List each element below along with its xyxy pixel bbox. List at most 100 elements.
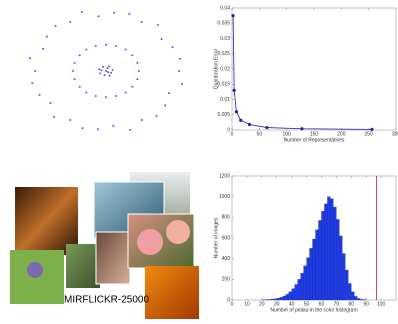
x-tick-label: 50 — [257, 131, 263, 137]
x-tick-label: 20 — [259, 301, 265, 307]
point — [104, 74, 106, 76]
bar — [280, 297, 283, 300]
collage-caption: MIRFLICKR-25000 — [64, 295, 149, 306]
bar — [348, 283, 351, 300]
point — [155, 115, 157, 117]
bar — [330, 199, 333, 300]
y-tick-label: 0.03 — [220, 36, 230, 42]
marker — [239, 119, 242, 122]
marker — [300, 127, 303, 130]
bar — [342, 254, 345, 301]
point — [108, 65, 110, 67]
bar — [298, 279, 301, 300]
point — [79, 54, 81, 56]
y-tick-label: 0 — [227, 127, 230, 133]
point — [72, 70, 74, 72]
point — [31, 82, 33, 84]
point — [157, 24, 159, 26]
bar — [327, 197, 330, 300]
point — [95, 45, 97, 47]
point — [131, 86, 133, 88]
photo — [96, 232, 130, 284]
point — [128, 13, 130, 15]
marker — [248, 123, 251, 126]
point — [113, 12, 115, 14]
bar — [277, 298, 280, 300]
point — [129, 129, 131, 131]
bar — [274, 299, 277, 300]
point — [141, 21, 143, 23]
bar — [289, 292, 292, 300]
bar — [324, 204, 327, 300]
bar — [315, 230, 318, 300]
point — [53, 116, 55, 118]
y-axis-label: Quantization Error — [213, 48, 219, 89]
line — [233, 16, 372, 130]
x-axis-label: Number of Representatives — [284, 137, 345, 143]
point — [85, 92, 87, 94]
bar — [283, 296, 286, 300]
bar — [351, 292, 354, 300]
bar — [354, 296, 357, 300]
bar — [310, 248, 313, 300]
point — [82, 127, 84, 129]
x-axis-label: Number of peaks in the color histogram — [270, 307, 357, 313]
bar — [304, 266, 307, 300]
bar — [271, 299, 274, 300]
bar — [318, 220, 321, 300]
point — [79, 86, 81, 88]
x-tick-label: 0 — [231, 131, 234, 137]
point — [39, 94, 41, 96]
photo — [66, 244, 100, 288]
bar — [345, 270, 348, 300]
point — [179, 58, 181, 60]
point — [74, 62, 76, 64]
y-tick-label: 0.005 — [217, 112, 230, 118]
bar — [336, 219, 339, 300]
point — [105, 44, 107, 46]
y-tick-label: 0.01 — [220, 97, 230, 103]
point — [181, 83, 183, 85]
point — [161, 38, 163, 40]
point — [112, 125, 114, 127]
point — [136, 78, 138, 80]
y-tick-label: 600 — [222, 235, 231, 241]
point — [99, 72, 101, 74]
y-tick-label: 0.015 — [217, 82, 230, 88]
point — [85, 48, 87, 50]
point — [164, 104, 166, 106]
y-tick-label: 0.04 — [220, 5, 230, 11]
point — [131, 54, 133, 56]
point — [55, 25, 57, 27]
marker — [233, 89, 236, 92]
point — [141, 119, 143, 121]
flower — [137, 229, 163, 255]
point — [110, 72, 112, 74]
x-tick-label: 300 — [392, 131, 398, 137]
bar — [357, 298, 360, 300]
point — [74, 78, 76, 80]
bar — [295, 285, 298, 301]
point — [109, 75, 111, 77]
marker — [231, 14, 234, 17]
bar — [339, 236, 342, 300]
x-tick-label: 100 — [377, 301, 386, 307]
bar — [313, 239, 316, 300]
point — [102, 66, 104, 68]
x-tick-label: 250 — [364, 131, 373, 137]
y-tick-label: 1200 — [219, 173, 230, 179]
point — [81, 11, 83, 13]
marker — [370, 128, 373, 131]
y-tick-label: 0.025 — [217, 51, 230, 57]
point — [95, 95, 97, 97]
plot-frame — [232, 8, 396, 130]
y-tick-label: 1000 — [219, 194, 230, 200]
point — [125, 48, 127, 50]
point — [49, 102, 51, 104]
point — [42, 48, 44, 50]
marker — [265, 126, 268, 129]
point — [98, 68, 100, 70]
bar — [307, 258, 310, 300]
point — [171, 46, 173, 48]
